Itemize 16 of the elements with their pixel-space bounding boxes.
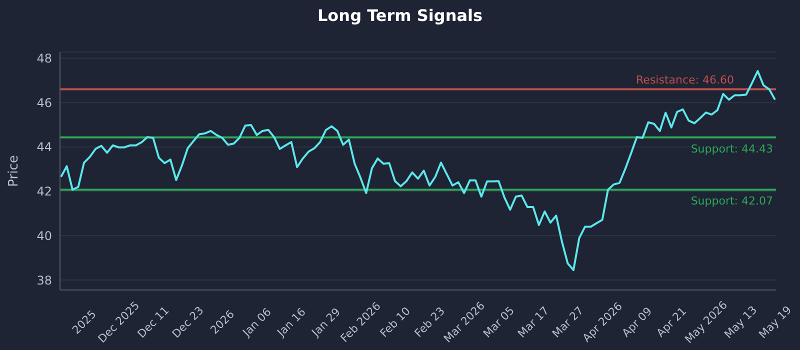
ref-line-label: Resistance: 46.60 xyxy=(636,73,734,86)
y-tick-label: 44 xyxy=(36,140,52,154)
y-tick-label: 48 xyxy=(36,51,52,66)
line-series xyxy=(60,70,776,272)
ref-line-label: Support: 42.07 xyxy=(690,194,773,208)
chart-title: Long Term Signals xyxy=(316,5,484,27)
y-tick-label: 38 xyxy=(36,273,52,288)
ref-line-label: Support: 44.43 xyxy=(690,142,773,156)
y-tick-label: 46 xyxy=(36,96,52,110)
x-tick-label: Dec 23 xyxy=(170,304,206,341)
x-tick-label: Mar 17 xyxy=(515,304,552,340)
x-tick-label: Jan 16 xyxy=(274,305,308,340)
y-axis-title: Price xyxy=(6,155,22,187)
y-tick-label: 42 xyxy=(36,184,52,199)
y-tick-label: 40 xyxy=(36,228,52,243)
x-tick-label: Jan 06 xyxy=(240,305,274,340)
